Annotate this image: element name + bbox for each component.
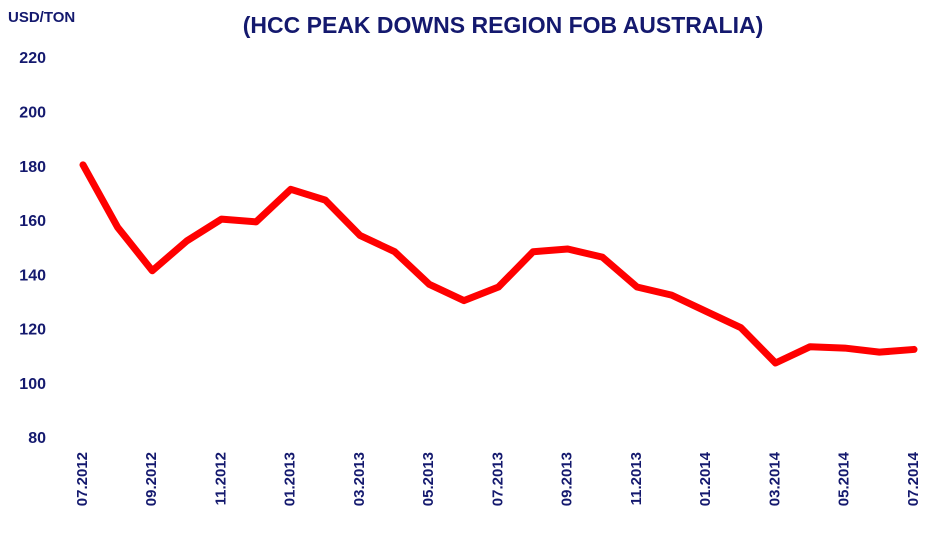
x-tick-label: 07.2012 xyxy=(74,452,91,506)
x-tick-label: 09.2012 xyxy=(143,452,160,506)
x-tick-label: 03.2014 xyxy=(766,451,783,506)
y-tick-label: 140 xyxy=(19,267,46,284)
x-tick-label: 07.2013 xyxy=(489,452,506,506)
x-tick-label: 07.2014 xyxy=(905,451,922,506)
y-tick-label: 100 xyxy=(19,376,46,393)
chart-title: (HCC PEAK DOWNS REGION FOB AUSTRALIA) xyxy=(243,12,763,38)
x-tick-label: 05.2014 xyxy=(836,451,853,506)
x-tick-label: 11.2012 xyxy=(212,452,229,505)
y-tick-label: 160 xyxy=(19,213,46,230)
x-tick-label: 01.2013 xyxy=(282,452,299,506)
y-tick-label: 220 xyxy=(19,50,46,67)
y-tick-label: 80 xyxy=(28,430,46,447)
y-tick-label: 180 xyxy=(19,159,46,176)
x-tick-label: 11.2013 xyxy=(628,452,645,505)
y-tick-label: 200 xyxy=(19,105,46,122)
x-tick-label: 09.2013 xyxy=(559,452,576,506)
y-tick-label: 120 xyxy=(19,322,46,339)
x-tick-label: 01.2014 xyxy=(697,451,714,506)
y-axis-label: USD/TON xyxy=(8,9,75,26)
x-tick-label: 03.2013 xyxy=(351,452,368,506)
data-line xyxy=(79,161,918,367)
x-tick-label: 05.2013 xyxy=(420,452,437,506)
